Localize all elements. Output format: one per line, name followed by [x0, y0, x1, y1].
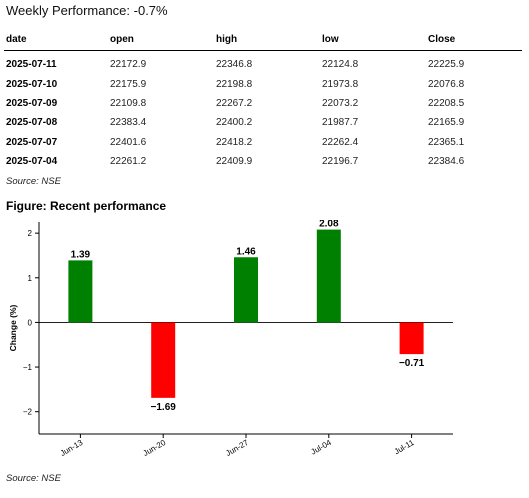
- table-source-note: Source: NSE: [6, 176, 61, 187]
- cell-open: 22172.9: [110, 59, 147, 71]
- cell-high: 22418.2: [216, 136, 253, 148]
- performance-table: date open high low Close 2025-07-11 2217…: [4, 30, 522, 171]
- x-tick-label: Jun-27: [224, 438, 250, 458]
- cell-open: 22109.8: [110, 97, 147, 109]
- cell-open: 22175.9: [110, 78, 147, 90]
- cell-open: 22261.2: [110, 156, 147, 168]
- cell-low: 21987.7: [322, 117, 359, 129]
- bar: [68, 260, 93, 323]
- cell-low: 22073.2: [322, 97, 359, 109]
- cell-low: 21973.8: [322, 78, 359, 90]
- y-tick-label: 1: [28, 274, 33, 283]
- col-header-open: open: [108, 30, 214, 51]
- cell-date: 2025-07-09: [6, 97, 58, 109]
- bar-value-label: 1.39: [71, 249, 91, 260]
- cell-open: 22383.4: [110, 117, 147, 129]
- table-header-row: date open high low Close: [4, 30, 522, 51]
- bar-value-label: 2.08: [319, 220, 339, 230]
- bar-value-label: 1.46: [236, 246, 256, 257]
- table-row: 2025-07-10 22175.9 22198.8 21973.8 22076…: [4, 74, 522, 93]
- cell-high: 22409.9: [216, 156, 253, 168]
- cell-close: 22384.6: [428, 156, 465, 168]
- cell-low: 22124.8: [322, 59, 359, 71]
- y-tick-label: −1: [23, 363, 33, 372]
- x-tick-label: Jul-04: [309, 438, 333, 457]
- cell-date: 2025-07-11: [6, 59, 57, 71]
- bar: [399, 322, 424, 355]
- y-tick-label: 2: [28, 229, 33, 238]
- cell-close: 22165.9: [428, 117, 465, 129]
- table-row: 2025-07-09 22109.8 22267.2 22073.2 22208…: [4, 94, 522, 113]
- cell-high: 22400.2: [216, 117, 253, 129]
- cell-date: 2025-07-07: [6, 136, 58, 148]
- cell-close: 22208.5: [428, 97, 465, 109]
- cell-date: 2025-07-04: [6, 156, 58, 168]
- bar: [234, 257, 258, 323]
- cell-high: 22346.8: [216, 59, 253, 71]
- cell-date: 2025-07-10: [6, 78, 58, 90]
- cell-close: 22076.8: [428, 78, 465, 90]
- page-headline: Weekly Performance: -0.7%: [6, 3, 168, 18]
- table-row: 2025-07-04 22261.2 22409.9 22196.7 22384…: [4, 152, 522, 171]
- cell-close: 22225.9: [428, 59, 465, 71]
- performance-bar-chart: 2 1 0 −1 −2 Change (%) 1.39 Jun-13 −1.69 Jun-20 1.…: [8, 220, 453, 458]
- table-row: 2025-07-11 22172.9 22346.8 22124.8 22225…: [4, 51, 522, 75]
- figure-title: Figure: Recent performance: [6, 199, 167, 213]
- table-row: 2025-07-07 22401.6 22418.2 22262.4 22365…: [4, 133, 522, 152]
- y-tick-label: 0: [28, 318, 33, 327]
- y-tick-label: −2: [23, 408, 33, 417]
- cell-open: 22401.6: [110, 136, 147, 148]
- bar: [151, 322, 176, 398]
- chart-source-note: Source: NSE: [6, 473, 61, 484]
- cell-date: 2025-07-08: [6, 117, 58, 129]
- table-row: 2025-07-08 22383.4 22400.2 21987.7 22165…: [4, 113, 522, 132]
- x-tick-label: Jun-20: [142, 438, 168, 458]
- cell-high: 22267.2: [216, 97, 253, 109]
- cell-close: 22365.1: [428, 136, 465, 148]
- cell-low: 22196.7: [322, 156, 359, 168]
- cell-high: 22198.8: [216, 78, 253, 90]
- bar-value-label: −1.69: [151, 402, 177, 413]
- x-tick-label: Jul-11: [393, 438, 416, 457]
- col-header-close: Close: [426, 30, 522, 51]
- col-header-high: high: [214, 30, 320, 51]
- cell-low: 22262.4: [322, 136, 359, 148]
- bar: [316, 229, 341, 323]
- col-header-date: date: [4, 30, 108, 51]
- y-axis-label: Change (%): [8, 304, 18, 351]
- x-tick-label: Jun-13: [59, 438, 85, 458]
- bar-value-label: −0.71: [399, 358, 425, 369]
- col-header-low: low: [320, 30, 426, 51]
